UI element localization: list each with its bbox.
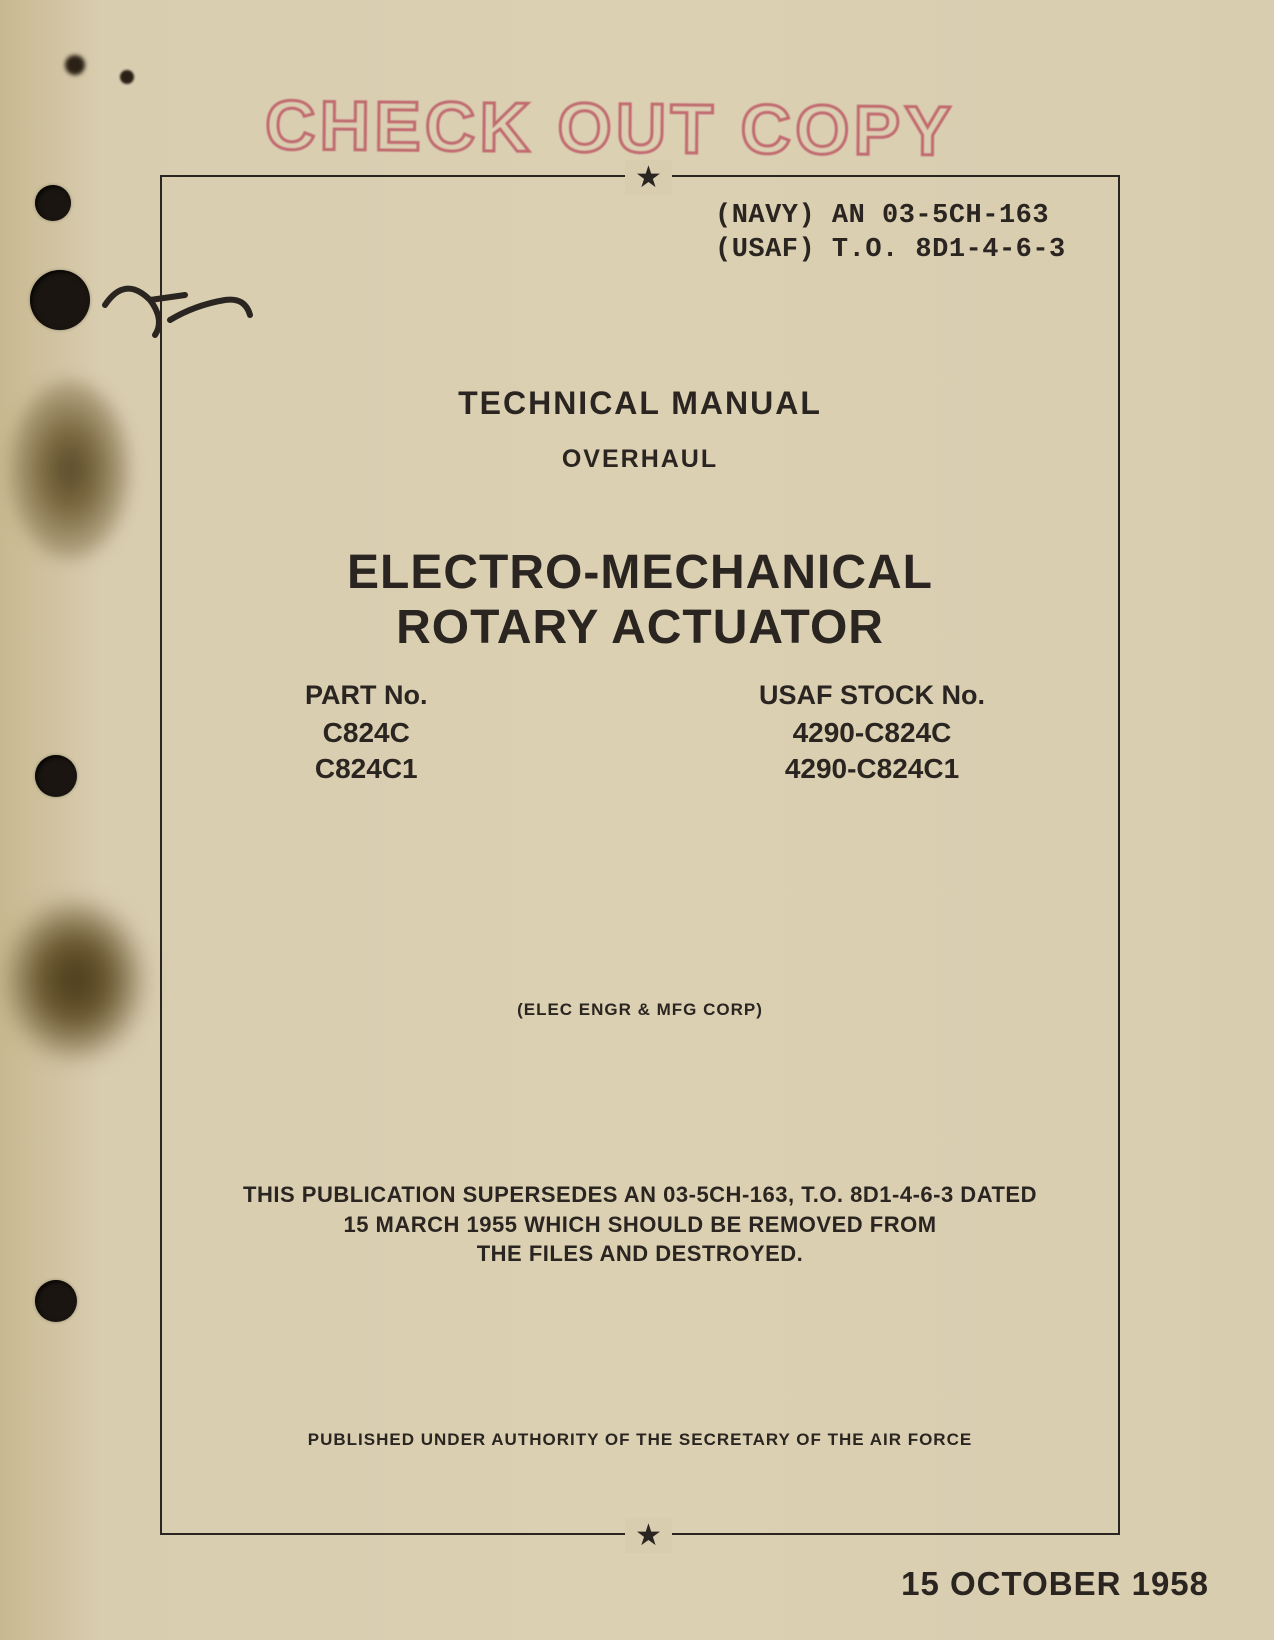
- ink-spot: [65, 55, 85, 75]
- overhaul-heading: OVERHAUL: [160, 445, 1120, 474]
- supersession-notice: THIS PUBLICATION SUPERSEDES AN 03-5CH-16…: [160, 1180, 1120, 1269]
- paper-stain: [10, 380, 130, 560]
- technical-manual-heading: TECHNICAL MANUAL: [160, 385, 1120, 422]
- punch-hole: [35, 1280, 77, 1322]
- stock-no-header: USAF STOCK No.: [759, 680, 985, 711]
- document-identifiers: (NAVY) AN 03-5CH-163 (USAF) T.O. 8D1-4-6…: [715, 200, 1066, 268]
- stock-no-value: 4290-C824C: [759, 715, 985, 751]
- parts-table: PART No. C824C C824C1 USAF STOCK No. 429…: [305, 680, 985, 788]
- title-line: ROTARY ACTUATOR: [160, 600, 1120, 655]
- star-ornament: ★: [625, 160, 672, 195]
- stock-number-column: USAF STOCK No. 4290-C824C 4290-C824C1: [759, 680, 985, 788]
- part-no-header: PART No.: [305, 680, 428, 711]
- publication-date: 15 OCTOBER 1958: [901, 1565, 1209, 1603]
- checkout-stamp: CHECK OUT COPY: [265, 85, 956, 171]
- paper-stain: [5, 900, 145, 1060]
- publishing-authority: PUBLISHED UNDER AUTHORITY OF THE SECRETA…: [160, 1430, 1120, 1450]
- title-line: ELECTRO-MECHANICAL: [160, 545, 1120, 600]
- part-no-value: C824C: [305, 715, 428, 751]
- part-no-value: C824C1: [305, 751, 428, 787]
- supersedes-line: THE FILES AND DESTROYED.: [160, 1239, 1120, 1269]
- supersedes-line: 15 MARCH 1955 WHICH SHOULD BE REMOVED FR…: [160, 1210, 1120, 1240]
- punch-hole: [30, 270, 90, 330]
- document-title: ELECTRO-MECHANICAL ROTARY ACTUATOR: [160, 545, 1120, 655]
- navy-doc-id: (NAVY) AN 03-5CH-163: [715, 200, 1066, 234]
- punch-hole: [35, 755, 77, 797]
- star-ornament: ★: [625, 1518, 672, 1553]
- content-frame: [160, 175, 1120, 1535]
- usaf-doc-id: (USAF) T.O. 8D1-4-6-3: [715, 234, 1066, 268]
- punch-hole: [35, 185, 71, 221]
- ink-spot: [120, 70, 134, 84]
- manufacturer: (ELEC ENGR & MFG CORP): [160, 1000, 1120, 1020]
- part-number-column: PART No. C824C C824C1: [305, 680, 428, 788]
- supersedes-line: THIS PUBLICATION SUPERSEDES AN 03-5CH-16…: [160, 1180, 1120, 1210]
- stock-no-value: 4290-C824C1: [759, 751, 985, 787]
